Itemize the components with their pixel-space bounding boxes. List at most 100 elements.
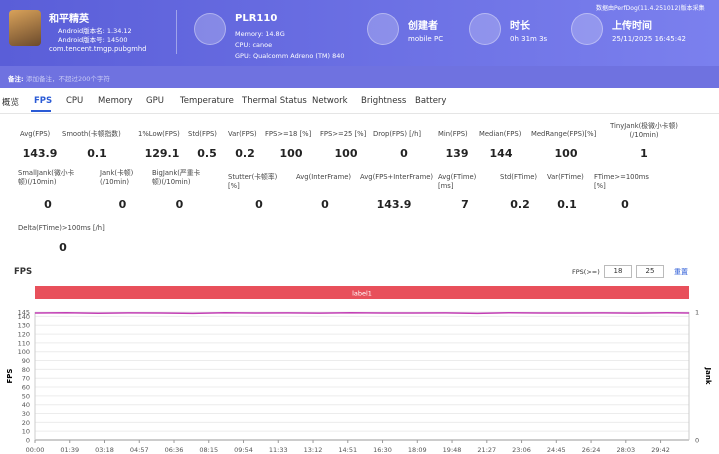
metric-label: Drop(FPS) [/h] (373, 130, 421, 139)
x-tick-label: 04:57 (130, 446, 149, 454)
tab[interactable]: Thermal Status (242, 96, 307, 106)
y-tick-label: 20 (22, 419, 30, 427)
device-gpu: GPU: Qualcomm Adreno (TM) 840 (235, 52, 345, 60)
metric-label: FPS>=18 [%] (265, 130, 311, 139)
note-bar: 备注: 添加备注，不超过200个字符 (0, 66, 719, 88)
band-label: label1 (352, 290, 372, 298)
x-tick-label: 00:00 (26, 446, 45, 454)
upload-icon (571, 13, 603, 45)
y-tick-label: 0 (26, 437, 30, 445)
metric-value: 0.1 (547, 198, 587, 211)
series-line (35, 313, 689, 314)
metric-value: 7 (438, 198, 492, 211)
x-tick-label: 24:45 (547, 446, 566, 454)
chart-title: FPS (14, 267, 32, 277)
metric-label: Median(FPS) (479, 130, 521, 139)
app-package: com.tencent.tmgp.pubgmhd (49, 45, 146, 53)
creator-label: 创建者 (408, 17, 438, 32)
x-tick-label: 16:30 (373, 446, 392, 454)
metric-label: Std(FPS) (188, 130, 217, 139)
duration-value: 0h 31m 3s (510, 35, 547, 43)
tab-divider (0, 113, 719, 114)
metric-value: 0 (594, 198, 656, 211)
x-tick-label: 26:24 (582, 446, 601, 454)
tab[interactable]: Memory (98, 96, 133, 106)
y-tick-label: 90 (22, 357, 30, 365)
app-version-code: Android版本号: 14500 (58, 34, 128, 44)
threshold-input[interactable]: 18 (604, 265, 632, 278)
header: 和平精英 Android版本名: 1.34.12 Android版本号: 145… (0, 0, 719, 66)
y2-tick-label: 0 (695, 437, 699, 445)
metric-value: 0 (18, 241, 108, 254)
metric-label: Delta(FTime)>100ms [/h] (18, 224, 105, 233)
note-label: 备注: (8, 73, 24, 83)
source-note: 数据由PerfDog(11.4.251012)版本采集 (596, 3, 705, 12)
x-tick-label: 11:33 (269, 446, 288, 454)
tab[interactable]: GPU (146, 96, 164, 106)
x-tick-label: 13:12 (304, 446, 323, 454)
tab[interactable]: FPS (34, 96, 52, 106)
device-memory: Memory: 14.8G (235, 30, 285, 38)
tab[interactable]: Temperature (180, 96, 234, 106)
tab[interactable]: Brightness (361, 96, 406, 106)
metric-value: 100 (265, 147, 317, 160)
metric-label: FPS>=25 [%] (320, 130, 366, 139)
y-tick-label: 50 (22, 392, 30, 400)
upload-label: 上传时间 (612, 17, 652, 32)
metric-value: 0.1 (62, 147, 132, 160)
y-tick-label: 70 (22, 375, 30, 383)
metric-value: 0 (18, 198, 78, 211)
metric-value: 100 (531, 147, 601, 160)
device-icon (194, 13, 226, 45)
metric-label: Avg(FTime) [ms] (438, 173, 492, 191)
x-tick-label: 03:18 (95, 446, 114, 454)
y-tick-label: 30 (22, 410, 30, 418)
metric-value: 0 (100, 198, 145, 211)
note-input[interactable]: 添加备注，不超过200个字符 (26, 73, 110, 83)
x-tick-label: 09:54 (234, 446, 253, 454)
metric-label: TinyJank(极微小卡顿)(/10min) (604, 122, 684, 140)
metric-value: 0 (152, 198, 207, 211)
metric-value: 0.2 (500, 198, 540, 211)
y2-axis-label: Jank (704, 367, 712, 385)
divider (176, 10, 177, 54)
metric-value: 0.5 (188, 147, 226, 160)
app-name: 和平精英 (49, 10, 89, 25)
metric-label: MedRange(FPS)[%] (531, 130, 596, 139)
metric-value: 129.1 (138, 147, 186, 160)
creator-icon (367, 13, 399, 45)
metric-label: Jank(卡顿)(/10min) (100, 169, 145, 187)
x-tick-label: 01:39 (60, 446, 79, 454)
y-tick-label: 40 (22, 401, 30, 409)
threshold-label: FPS(>=) (572, 268, 600, 276)
metric-value: 139 (438, 147, 476, 160)
y-tick-label: 130 (18, 322, 30, 330)
metric-value: 0 (228, 198, 290, 211)
tab-underline (31, 110, 51, 112)
metric-label: Avg(InterFrame) (296, 173, 351, 182)
duration-label: 时长 (510, 17, 530, 32)
x-tick-label: 29:42 (651, 446, 670, 454)
metric-label: BigJank(严重卡顿)(/10min) (152, 169, 207, 187)
metric-label: 1%Low(FPS) (138, 130, 180, 139)
metric-label: Var(FTime) (547, 173, 584, 182)
metric-label: Var(FPS) (228, 130, 257, 139)
reset-button[interactable]: 重置 (674, 267, 688, 277)
fps-chart: label10102030405060708090100110120130140… (0, 280, 719, 454)
tab[interactable]: CPU (66, 96, 83, 106)
metric-value: 0.2 (228, 147, 262, 160)
threshold-input[interactable]: 25 (636, 265, 664, 278)
duration-icon (469, 13, 501, 45)
tab[interactable]: 概览 (2, 96, 19, 108)
x-tick-label: 06:36 (165, 446, 184, 454)
device-cpu: CPU: canoe (235, 41, 272, 49)
tab[interactable]: Network (312, 96, 348, 106)
metric-label: Smooth(卡顿指数) (62, 130, 121, 139)
tab[interactable]: Battery (415, 96, 446, 106)
metric-value: 144 (479, 147, 523, 160)
device-name: PLR110 (235, 13, 277, 24)
y-tick-label: 10 (22, 428, 30, 436)
x-tick-label: 08:15 (199, 446, 218, 454)
metric-value: 143.9 (20, 147, 60, 160)
